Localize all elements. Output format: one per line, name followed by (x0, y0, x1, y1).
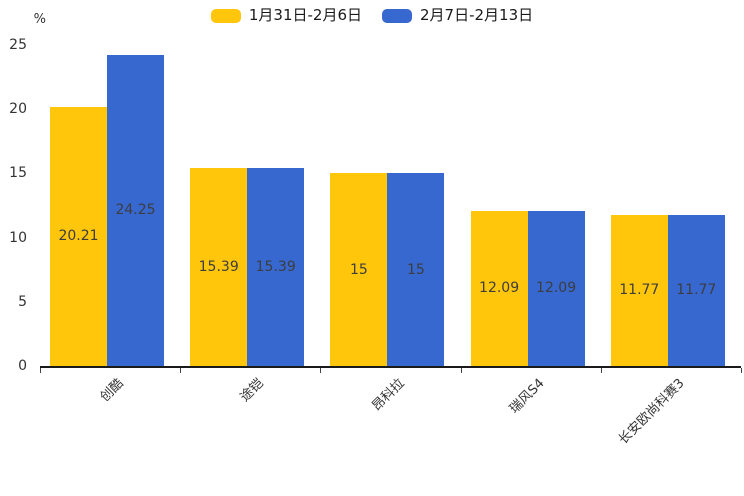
bar-value-label: 15 (349, 261, 368, 278)
x-axis-category-label: 创酷 (97, 376, 127, 406)
bar-value-label: 12.09 (536, 280, 577, 297)
bar-series0-cat1: 15.39 (190, 168, 248, 366)
x-axis-category-label: 昂科拉 (368, 376, 408, 415)
x-axis-line (40, 366, 741, 368)
bar-series1-cat0: 24.25 (107, 54, 164, 366)
x-axis-category-label: 途铠 (237, 376, 267, 406)
x-axis-tick-mark (40, 368, 41, 373)
x-axis-tick-mark (180, 368, 181, 373)
chart-legend: 1月31日-2月6日 2月7日-2月13日 (0, 8, 744, 23)
legend-label-week1: 1月31日-2月6日 (248, 6, 362, 24)
bar-value-label: 15.39 (198, 259, 239, 276)
legend-swatch-week2-icon (382, 8, 412, 23)
bar-value-label: 15.39 (255, 259, 296, 276)
x-axis-category-label: 长安欧尚科赛3 (615, 376, 688, 448)
y-axis-tick-label: 20 (9, 101, 27, 118)
bar-series1-cat1: 15.39 (247, 168, 305, 366)
y-axis-tick-label: 15 (9, 165, 27, 182)
bar-value-label: 11.77 (619, 282, 660, 299)
y-axis-tick-label: 25 (9, 37, 27, 53)
bar-series1-cat4: 11.77 (667, 214, 725, 366)
bar-series1-cat2: 15 (387, 173, 445, 366)
bar-series1-cat3: 12.09 (527, 210, 585, 366)
y-axis-tick-label: 0 (18, 358, 27, 374)
bar-value-label: 24.25 (115, 202, 156, 219)
x-axis-tick-mark (320, 368, 321, 373)
legend-label-week2: 2月7日-2月13日 (420, 6, 534, 24)
y-axis-tick-label: 5 (18, 293, 27, 310)
legend-swatch-week1-icon (210, 8, 241, 23)
bar-series0-cat0: 20.21 (50, 106, 107, 366)
bar-value-label: 20.21 (58, 228, 99, 245)
bar-series0-cat3: 12.09 (470, 210, 528, 366)
bar-series0-cat2: 15 (330, 173, 388, 366)
x-axis-category-label: 瑞风S4 (506, 376, 548, 417)
bar-value-label: 15 (406, 261, 425, 278)
bar-value-label: 11.77 (676, 282, 717, 299)
y-axis-tick-label: 10 (9, 229, 27, 246)
bar-series0-cat4: 11.77 (610, 214, 668, 366)
legend-item-week2[interactable]: 2月7日-2月13日 (382, 8, 533, 23)
legend-item-week1[interactable]: 1月31日-2月6日 (210, 6, 362, 24)
bar-value-label: 12.09 (479, 280, 520, 297)
x-axis-tick-mark (601, 368, 602, 373)
x-axis-tick-mark (461, 368, 462, 373)
x-axis-tick-mark (741, 368, 742, 373)
y-axis-unit-label: % (33, 12, 46, 27)
